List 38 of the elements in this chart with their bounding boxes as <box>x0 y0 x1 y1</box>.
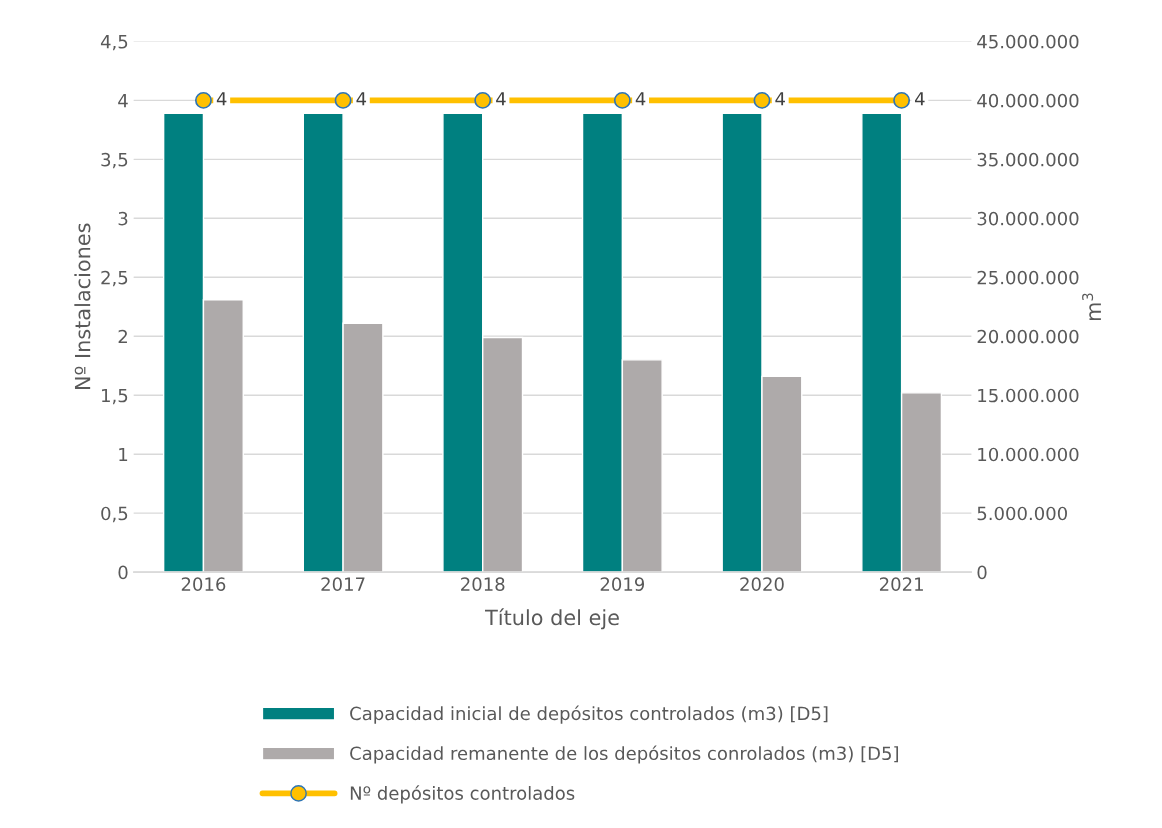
legend-label: Capacidad inicial de depósitos controlados (m3) [D5] <box>350 705 828 724</box>
legend-label: Nº depósitos controlados <box>350 785 575 804</box>
y-axis-title: Nº Instalaciones <box>74 223 91 390</box>
y-tick-label: 2 <box>118 329 127 344</box>
x-tick-label: 2017 <box>321 577 365 591</box>
y2-tick-label: 35.000.000 <box>977 152 1079 167</box>
y2-tick-label: 0 <box>977 565 987 580</box>
y2-tick-label: 10.000.000 <box>978 447 1079 462</box>
x-tick-label: 2018 <box>461 577 505 591</box>
y2-tick-label: 20.000.000 <box>977 329 1079 344</box>
y-tick-label: 4,5 <box>100 35 128 51</box>
data-label: 4 <box>775 92 785 106</box>
x-tick-label: 2016 <box>181 577 226 591</box>
y-tick-label: 1,5 <box>102 388 128 405</box>
y2-axis-title: m$^{3}$ <box>1082 293 1101 321</box>
y-tick-label: 1 <box>119 447 128 462</box>
y-tick-label: 0 <box>118 565 128 580</box>
x-tick-label: 2021 <box>879 577 923 591</box>
y2-tick-label: 40.000.000 <box>977 93 1079 108</box>
y-tick-label: 2,5 <box>101 270 128 287</box>
y2-tick-label: 25.000.000 <box>977 270 1079 285</box>
data-label: 4 <box>915 92 925 106</box>
y-tick-label: 0,5 <box>101 506 128 523</box>
y2-tick-label: 15.000.000 <box>978 388 1079 403</box>
y2-tick-label: 45.000.000 <box>977 34 1079 49</box>
data-label: 4 <box>635 92 646 106</box>
y2-tick-label: 5.000.000 <box>977 506 1067 521</box>
x-tick-label: 2019 <box>600 577 645 591</box>
x-tick-label: 2020 <box>740 577 784 591</box>
legend-label: Capacidad remanente de los depósitos conrolados (m3) [D5] <box>350 745 899 764</box>
y2-tick-label: 30.000.000 <box>977 211 1079 226</box>
y-tick-label: 3 <box>118 211 128 226</box>
data-label: 4 <box>356 92 367 106</box>
y-tick-label: 3,5 <box>101 152 128 169</box>
data-label: 4 <box>496 92 506 106</box>
y-tick-label: 4 <box>118 94 128 108</box>
x-axis-title: Título del eje <box>485 608 619 630</box>
data-label: 4 <box>216 92 227 106</box>
